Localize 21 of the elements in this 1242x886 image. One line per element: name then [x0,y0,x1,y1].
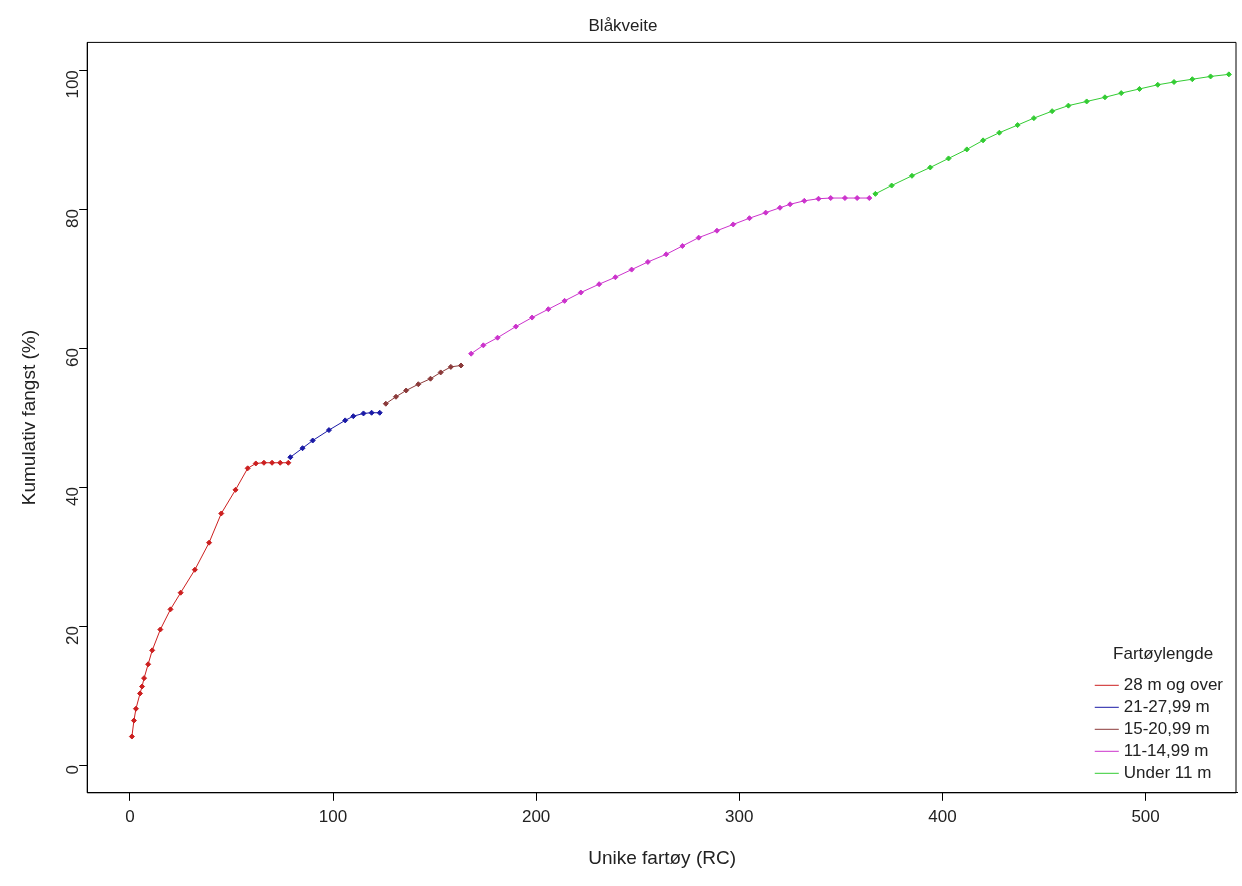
chart-title: Blåkveite [588,15,658,35]
legend-label: 15-20,99 m [1123,718,1210,738]
x-tick-label: 500 [1131,806,1160,826]
legend-title: Fartøylengde [1113,643,1214,663]
y-tick-label: 40 [62,487,82,506]
legend-label: Under 11 m [1123,762,1212,782]
x-tick-label: 300 [725,806,754,826]
y-tick-label: 20 [62,626,82,645]
legend-label: 28 m og over [1123,674,1224,694]
x-tick-label: 400 [928,806,957,826]
x-tick-label: 0 [125,806,135,826]
legend-label: 21-27,99 m [1123,696,1210,716]
x-tick-label: 100 [318,806,348,826]
x-tick-label: 200 [521,806,551,826]
x-axis-title: Unike fartøy (RC) [588,846,736,868]
y-axis-title: Kumulativ fangst (%) [17,329,39,506]
y-tick-label: 80 [62,209,82,229]
y-tick-label: 100 [62,70,82,99]
y-tick-label: 60 [62,348,82,368]
y-tick-label: 0 [62,765,82,775]
legend-label: 11-14,99 m [1123,740,1209,760]
